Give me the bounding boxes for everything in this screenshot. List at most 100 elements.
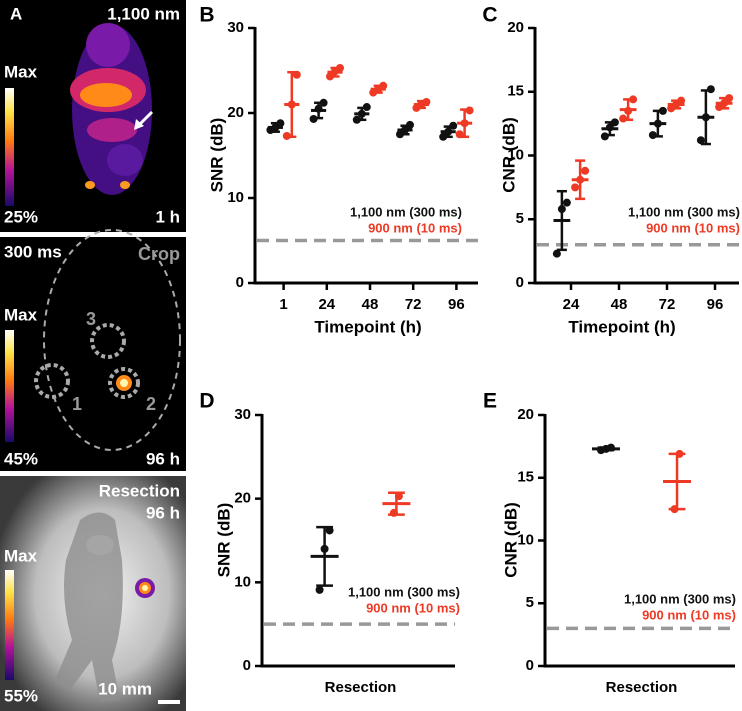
x-tick-label: 72: [659, 296, 676, 313]
panel-a: A 1,100 nm Max 25% 1 h 300 ms Crop Max 1…: [0, 0, 186, 711]
data-point: [696, 136, 705, 145]
data-point: [287, 100, 296, 109]
mouse-signal: [70, 23, 154, 195]
panel-label: D: [199, 390, 214, 413]
time: 96 h: [146, 449, 180, 468]
region-label: 3: [86, 309, 96, 329]
data-point: [455, 130, 464, 139]
data-point: [400, 126, 409, 134]
data-point: [552, 249, 561, 258]
image-middle: [0, 237, 186, 471]
y-tick-label: 15: [507, 83, 524, 100]
colorbar-max: Max: [4, 62, 38, 81]
x-tick-label: 72: [405, 296, 422, 313]
colorbar-min: 45%: [4, 449, 38, 468]
y-tick-label: 10: [234, 573, 251, 590]
data-point: [389, 508, 398, 517]
chart: C CNR (dB) Timepoint (h) 0 5 10 15 20 24 48 72 96 1,…: [482, 4, 740, 337]
y-axis-label: SNR (dB): [214, 503, 233, 578]
charts: B SNR (dB) Timepoint (h) 0 10 20 30 1 24 48 72 96 1,…: [199, 4, 740, 696]
data-point: [677, 96, 686, 105]
data-point: [292, 70, 301, 79]
x-tick-label: Resection: [606, 679, 678, 696]
resection-title: Resection: [99, 481, 180, 500]
y-axis-label: SNR (dB): [207, 118, 226, 193]
data-point: [562, 198, 571, 207]
data-point: [320, 544, 329, 553]
y-tick-label: 0: [526, 657, 534, 674]
data-point: [352, 115, 361, 124]
data-point: [362, 103, 371, 112]
chart: B SNR (dB) Timepoint (h) 0 10 20 30 1 24 48 72 96 1,…: [199, 4, 478, 336]
data-point: [624, 106, 633, 115]
panel-label: A: [10, 4, 22, 23]
colorbar-max: Max: [4, 546, 38, 565]
data-point: [571, 183, 580, 192]
colorbar: [5, 88, 14, 206]
tumor-core: [142, 585, 148, 591]
data-point: [648, 131, 657, 140]
y-tick-label: 20: [234, 490, 251, 507]
x-axis-label: Timepoint (h): [314, 317, 421, 336]
x-tick-label: 1: [279, 296, 287, 313]
x-axis-label: Timepoint (h): [568, 317, 675, 336]
colorbar: [5, 330, 14, 442]
data-point: [619, 114, 628, 123]
data-point: [725, 94, 734, 103]
chart: D SNR (dB) 0 10 20 30 Resection 1,100 nm (300 m…: [199, 390, 460, 696]
data-point: [557, 205, 566, 214]
y-axis-label: CNR (dB): [501, 502, 520, 578]
data-point: [405, 120, 414, 129]
data-point: [658, 106, 667, 115]
wavelength: 1,100 nm: [107, 4, 180, 23]
y-tick-label: 30: [227, 19, 244, 36]
data-point: [276, 119, 285, 128]
legend-entry: 1,100 nm (300 ms): [348, 584, 460, 599]
y-tick-label: 20: [507, 19, 524, 36]
panel-label: B: [199, 4, 214, 27]
legend-entry: 1,100 nm (300 ms): [624, 591, 736, 606]
data-point: [394, 492, 403, 501]
data-point: [600, 132, 609, 141]
region-label: 1: [72, 394, 82, 414]
data-point: [326, 72, 335, 81]
y-tick-label: 10: [227, 189, 244, 206]
data-point: [460, 119, 469, 128]
y-tick-label: 30: [234, 406, 251, 423]
y-tick-label: 20: [517, 406, 534, 423]
data-point: [309, 114, 318, 123]
y-tick-label: 10: [517, 531, 534, 548]
y-tick-label: 5: [526, 594, 534, 611]
x-tick-label: 24: [318, 296, 335, 313]
x-tick-label: 48: [611, 296, 628, 313]
data-point: [576, 175, 585, 184]
data-point: [606, 443, 615, 452]
colorbar-min: 55%: [4, 686, 38, 705]
data-point: [282, 131, 291, 140]
data-point: [720, 99, 729, 108]
data-point: [315, 585, 324, 594]
colorbar-max: Max: [4, 305, 38, 324]
y-tick-label: 0: [516, 274, 524, 291]
data-point: [610, 118, 619, 127]
legend-entry: 900 nm (10 ms): [366, 600, 460, 615]
data-point: [706, 85, 715, 94]
legend-entry: 900 nm (10 ms): [646, 220, 740, 235]
x-tick-label: Resection: [325, 679, 397, 696]
region-label: 2: [146, 394, 156, 414]
crop-regions: [34, 229, 181, 451]
time: 96 h: [146, 503, 180, 522]
mouse-body: [55, 512, 123, 702]
y-tick-label: 0: [236, 274, 244, 291]
data-point: [379, 81, 388, 90]
data-point: [670, 505, 679, 514]
data-point: [422, 97, 431, 106]
legend-entry: 900 nm (10 ms): [642, 607, 736, 622]
y-tick-label: 0: [243, 657, 251, 674]
y-tick-label: 15: [517, 469, 534, 486]
data-point: [675, 449, 684, 458]
data-point: [439, 132, 448, 141]
colorbar-min: 25%: [4, 207, 38, 226]
data-point: [581, 166, 590, 175]
data-point: [629, 95, 638, 104]
